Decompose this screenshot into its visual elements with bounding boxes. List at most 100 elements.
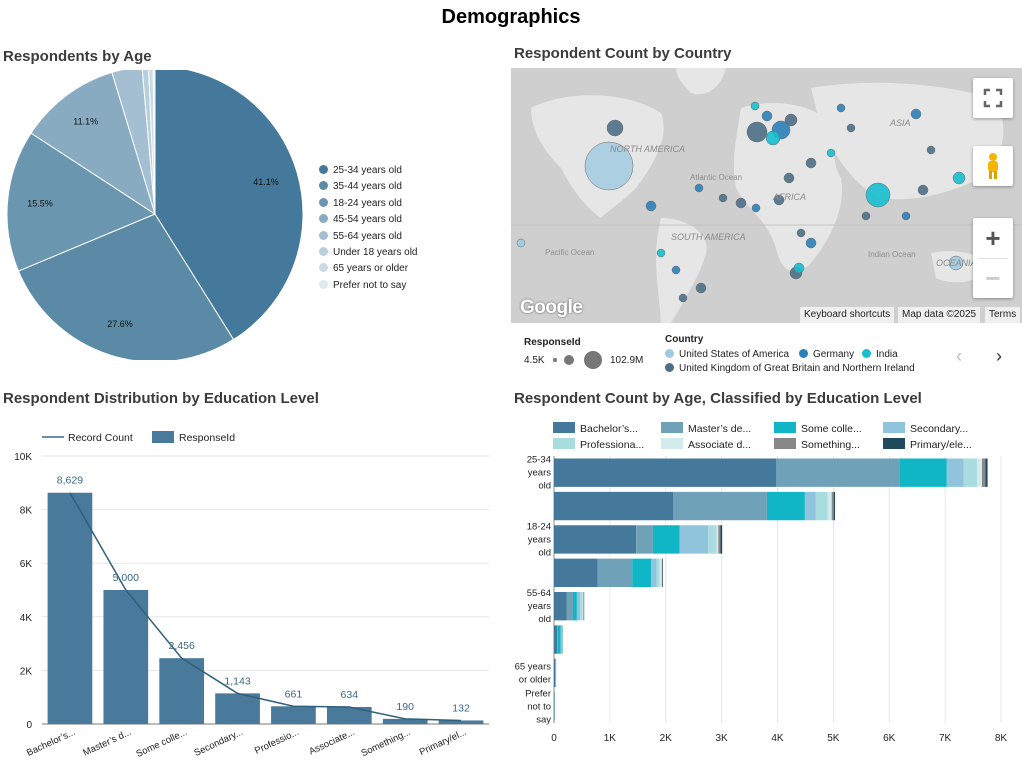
country-bubble[interactable] xyxy=(671,265,681,275)
stack-segment[interactable] xyxy=(636,525,653,554)
stack-segment[interactable] xyxy=(554,658,556,688)
stack-segment[interactable] xyxy=(899,458,947,487)
stack-segment[interactable] xyxy=(652,525,680,554)
age-edu-stacked-chart[interactable]: Bachelor’s... Master’s de... Some colle...… xyxy=(510,418,1022,768)
country-bubble[interactable] xyxy=(793,262,805,274)
terms-link[interactable]: Terms xyxy=(985,307,1021,323)
stack-segment[interactable] xyxy=(804,491,816,521)
stack-segment[interactable] xyxy=(679,525,709,554)
country-bubble[interactable] xyxy=(750,101,760,111)
edu-bar[interactable] xyxy=(159,658,205,724)
stack-segment[interactable] xyxy=(776,458,900,487)
edu-bar[interactable] xyxy=(326,707,372,724)
keyboard-shortcuts-link[interactable]: Keyboard shortcuts xyxy=(800,307,895,323)
edu-bar[interactable] xyxy=(47,492,93,724)
edu-column-chart[interactable]: Record Count ResponseId 0 2K 4K 6K 8K 10K 8,629 B… xyxy=(0,425,500,768)
country-bubble[interactable] xyxy=(836,103,846,113)
edu-bar[interactable] xyxy=(271,706,316,724)
stack-segment[interactable] xyxy=(557,625,561,654)
edu-bar[interactable] xyxy=(103,590,149,724)
country-bubble[interactable] xyxy=(910,108,922,120)
stack-segment[interactable] xyxy=(576,592,581,621)
stack-segment[interactable] xyxy=(651,558,657,587)
stack-segment[interactable] xyxy=(560,625,563,654)
stack-segment[interactable] xyxy=(815,491,828,521)
stack-segment[interactable] xyxy=(572,592,577,621)
stack-segment[interactable] xyxy=(716,525,719,554)
country-bubble[interactable] xyxy=(765,130,781,146)
stack-segment[interactable] xyxy=(662,558,663,587)
stack-segment[interactable] xyxy=(582,592,584,621)
stack-segment[interactable] xyxy=(580,592,583,621)
country-bubble[interactable] xyxy=(761,110,773,122)
edu-bar[interactable] xyxy=(215,693,260,724)
age-pie-chart[interactable]: 41.1% 27.6% 15.5% 11.1% xyxy=(0,70,310,360)
stack-segment[interactable] xyxy=(831,491,834,521)
stack-segment[interactable] xyxy=(554,458,777,487)
stack-segment[interactable] xyxy=(632,558,652,587)
stack-segment[interactable] xyxy=(718,525,721,554)
pie-slice[interactable] xyxy=(6,132,157,272)
country-bubble[interactable] xyxy=(952,171,966,185)
stack-segment[interactable] xyxy=(597,558,633,587)
country-bubble[interactable] xyxy=(796,228,806,238)
stack-segment[interactable] xyxy=(673,491,767,521)
stack-segment[interactable] xyxy=(985,458,988,487)
stack-segment[interactable] xyxy=(827,491,832,521)
zoom-in-button[interactable]: + xyxy=(985,222,1001,253)
country-bubble[interactable] xyxy=(773,194,785,206)
country-bubble[interactable] xyxy=(826,148,836,158)
stack-segment[interactable] xyxy=(720,525,723,554)
country-bubble[interactable] xyxy=(516,238,526,248)
country-bubble[interactable] xyxy=(656,248,666,258)
country-bubble[interactable] xyxy=(678,293,688,303)
pie-slice[interactable] xyxy=(111,70,156,215)
country-bubble[interactable] xyxy=(948,255,964,271)
country-bubble[interactable] xyxy=(746,121,768,143)
stack-segment[interactable] xyxy=(982,458,986,487)
pie-slice[interactable] xyxy=(141,70,156,215)
legend-prev-button[interactable]: ‹ xyxy=(956,346,962,366)
edu-bar[interactable] xyxy=(438,720,484,724)
stack-segment[interactable] xyxy=(708,525,717,554)
legend-next-button[interactable]: › xyxy=(996,346,1002,366)
stack-segment[interactable] xyxy=(963,458,977,487)
pie-slice[interactable] xyxy=(30,71,156,216)
country-bubble[interactable] xyxy=(805,237,817,249)
country-bubble[interactable] xyxy=(718,193,728,203)
pie-slice[interactable] xyxy=(17,213,235,360)
country-bubble[interactable] xyxy=(783,172,795,184)
stack-segment[interactable] xyxy=(554,592,567,621)
country-bubble[interactable] xyxy=(645,200,657,212)
stack-segment[interactable] xyxy=(554,625,558,654)
pie-slice[interactable] xyxy=(154,70,304,341)
country-bubble[interactable] xyxy=(695,282,707,294)
country-map[interactable]: NORTH AMERICA SOUTH AMERICA AFRICA ASIA … xyxy=(511,68,1022,323)
country-bubble[interactable] xyxy=(901,211,911,221)
fullscreen-button[interactable] xyxy=(973,78,1013,118)
stack-segment[interactable] xyxy=(766,491,805,521)
stack-segment[interactable] xyxy=(557,625,558,654)
pie-slice[interactable] xyxy=(152,70,156,215)
stack-segment[interactable] xyxy=(659,558,662,587)
country-bubble[interactable] xyxy=(784,113,798,127)
stack-segment[interactable] xyxy=(833,491,836,521)
country-bubble[interactable] xyxy=(846,123,856,133)
stack-segment[interactable] xyxy=(554,558,598,587)
country-bubble[interactable] xyxy=(694,183,704,193)
country-bubble[interactable] xyxy=(584,141,634,191)
country-bubble[interactable] xyxy=(865,182,891,208)
country-bubble[interactable] xyxy=(917,184,929,196)
stack-segment[interactable] xyxy=(554,491,674,521)
country-bubble[interactable] xyxy=(926,145,936,155)
country-bubble[interactable] xyxy=(751,203,761,213)
stack-segment[interactable] xyxy=(554,525,637,554)
street-view-button[interactable] xyxy=(973,146,1013,186)
country-bubble[interactable] xyxy=(861,211,871,221)
stack-segment[interactable] xyxy=(566,592,573,621)
stack-segment[interactable] xyxy=(661,558,663,587)
stack-segment[interactable] xyxy=(656,558,660,587)
zoom-out-button[interactable]: − xyxy=(985,262,1001,293)
country-bubble[interactable] xyxy=(606,119,624,137)
country-bubble[interactable] xyxy=(805,157,817,169)
